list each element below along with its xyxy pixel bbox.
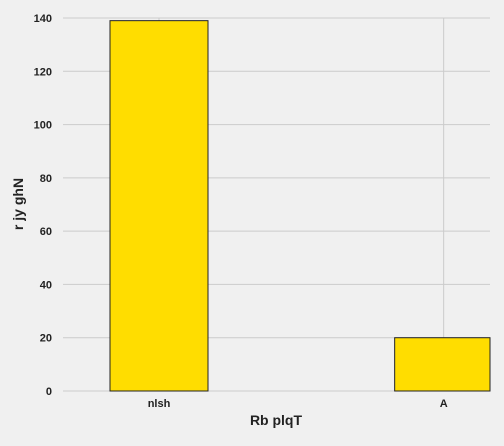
- x-axis-title: Rb plqT: [250, 412, 303, 428]
- y-tick-label: 60: [40, 226, 52, 238]
- y-axis-ticks: 0 20 40 60 80 100 120 140: [34, 13, 52, 398]
- bar-nlsh: [109, 20, 209, 392]
- bar-A: [394, 337, 491, 392]
- y-tick-label: 20: [40, 333, 52, 345]
- y-tick-label: 120: [34, 66, 52, 78]
- y-tick-label: 100: [34, 120, 52, 132]
- y-tick-label: 40: [40, 279, 52, 291]
- bar-layer: [109, 20, 491, 392]
- x-tick-label: nlsh: [148, 398, 171, 410]
- y-axis-title: r jy ghN: [10, 178, 26, 230]
- x-tick-label: A: [440, 398, 448, 410]
- x-axis-ticks: nlsh A: [148, 398, 448, 410]
- y-tick-label: 0: [46, 386, 52, 398]
- y-tick-label: 80: [40, 173, 52, 185]
- y-tick-label: 140: [34, 13, 52, 25]
